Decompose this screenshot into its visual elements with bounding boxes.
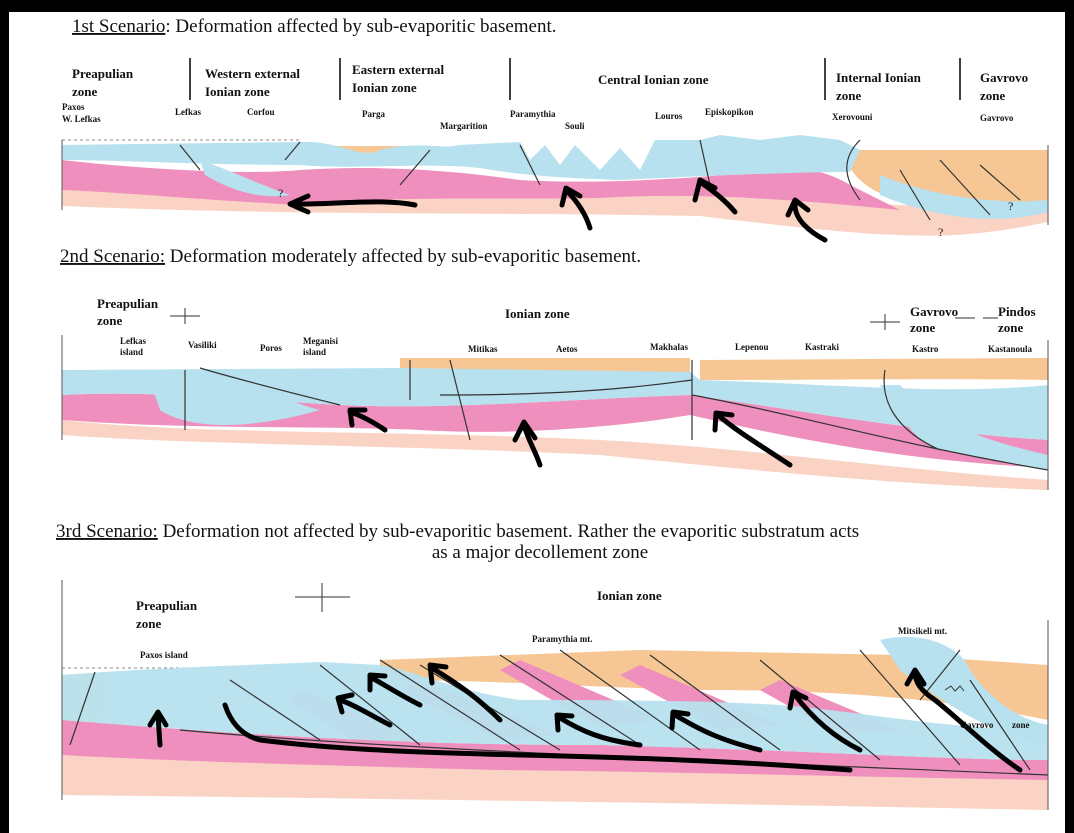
zone-label: Internal Ionian [836, 70, 922, 85]
zone-label: Preapulian [97, 296, 159, 311]
locality-label: W. Lefkas [62, 114, 101, 124]
zone-label: Preapulian [136, 598, 198, 613]
locality-label: Gavrovo [980, 113, 1014, 123]
zone-label: Western external [205, 66, 300, 81]
zone-label: Ionian zone [205, 84, 270, 99]
locality-label: Kastraki [805, 342, 840, 352]
locality-label: Gavrovo [960, 720, 994, 730]
zone-label: zone [72, 84, 98, 99]
locality-label: Lefkas [120, 336, 147, 346]
locality-label: Vasiliki [188, 340, 217, 350]
locality-label: Louros [655, 111, 683, 121]
zone-label: zone [836, 88, 862, 103]
zone-label: Ionian zone [352, 80, 417, 95]
scenario-heading: 2nd Scenario: Deformation moderately aff… [60, 246, 641, 267]
zone-label: zone [910, 320, 936, 335]
zone-label: Ionian zone [505, 306, 570, 321]
locality-label: Mitikas [468, 344, 498, 354]
locality-label: Parga [362, 109, 385, 119]
locality-label: Paramythia mt. [532, 634, 593, 644]
zone-label: Pindos [998, 304, 1036, 319]
locality-label: Episkopikon [705, 107, 754, 117]
locality-label: Lepenou [735, 342, 769, 352]
cross-section-2 [62, 308, 1048, 490]
locality-label: Meganisi [303, 336, 338, 346]
scenario-heading: 1st Scenario: Deformation affected by su… [72, 16, 557, 37]
zone-label: zone [136, 616, 162, 631]
zone-label: Ionian zone [597, 588, 662, 603]
zone-label: Central Ionian zone [598, 72, 709, 87]
locality-label: Paramythia [510, 109, 556, 119]
locality-label: Poros [260, 343, 282, 353]
locality-label: Kastanoula [988, 344, 1033, 354]
locality-label: Paxos island [140, 650, 188, 660]
locality-label: island [303, 347, 326, 357]
scenario-heading: 3rd Scenario: Deformation not affected b… [56, 521, 859, 542]
locality-label: Souli [565, 121, 585, 131]
uncertainty-mark: ? [278, 186, 283, 200]
zone-label: zone [97, 313, 123, 328]
frame-left [0, 0, 9, 833]
page: {"scenario_1": {"title_underlined": "1st… [0, 0, 1074, 833]
uncertainty-mark: ? [1008, 199, 1013, 213]
scenario-heading: as a major decollement zone [432, 542, 648, 563]
zone-label: Eastern external [352, 62, 444, 77]
frame-right [1065, 0, 1074, 833]
locality-label: island [120, 347, 143, 357]
locality-label: Aetos [556, 344, 578, 354]
zone-label: Gavrovo [980, 70, 1028, 85]
locality-label: Makhalas [650, 342, 689, 352]
diagram: 1st Scenario: Deformation affected by su… [0, 0, 1074, 833]
locality-label: Margarition [440, 121, 488, 131]
locality-label: Paxos [62, 102, 85, 112]
zone-label: zone [980, 88, 1006, 103]
locality-label: Kastro [912, 344, 939, 354]
zone-label: Gavrovo [910, 304, 958, 319]
locality-label: zone [1012, 720, 1030, 730]
locality-label: Corfou [247, 107, 275, 117]
locality-label: Xerovouni [832, 112, 873, 122]
locality-label: Lefkas [175, 107, 202, 117]
zone-label: zone [998, 320, 1024, 335]
uncertainty-mark: ? [938, 225, 943, 239]
cross-section-3 [62, 580, 1048, 810]
frame-top [0, 0, 1074, 12]
zone-label: Preapulian [72, 66, 134, 81]
locality-label: Mitsikeli mt. [898, 626, 947, 636]
